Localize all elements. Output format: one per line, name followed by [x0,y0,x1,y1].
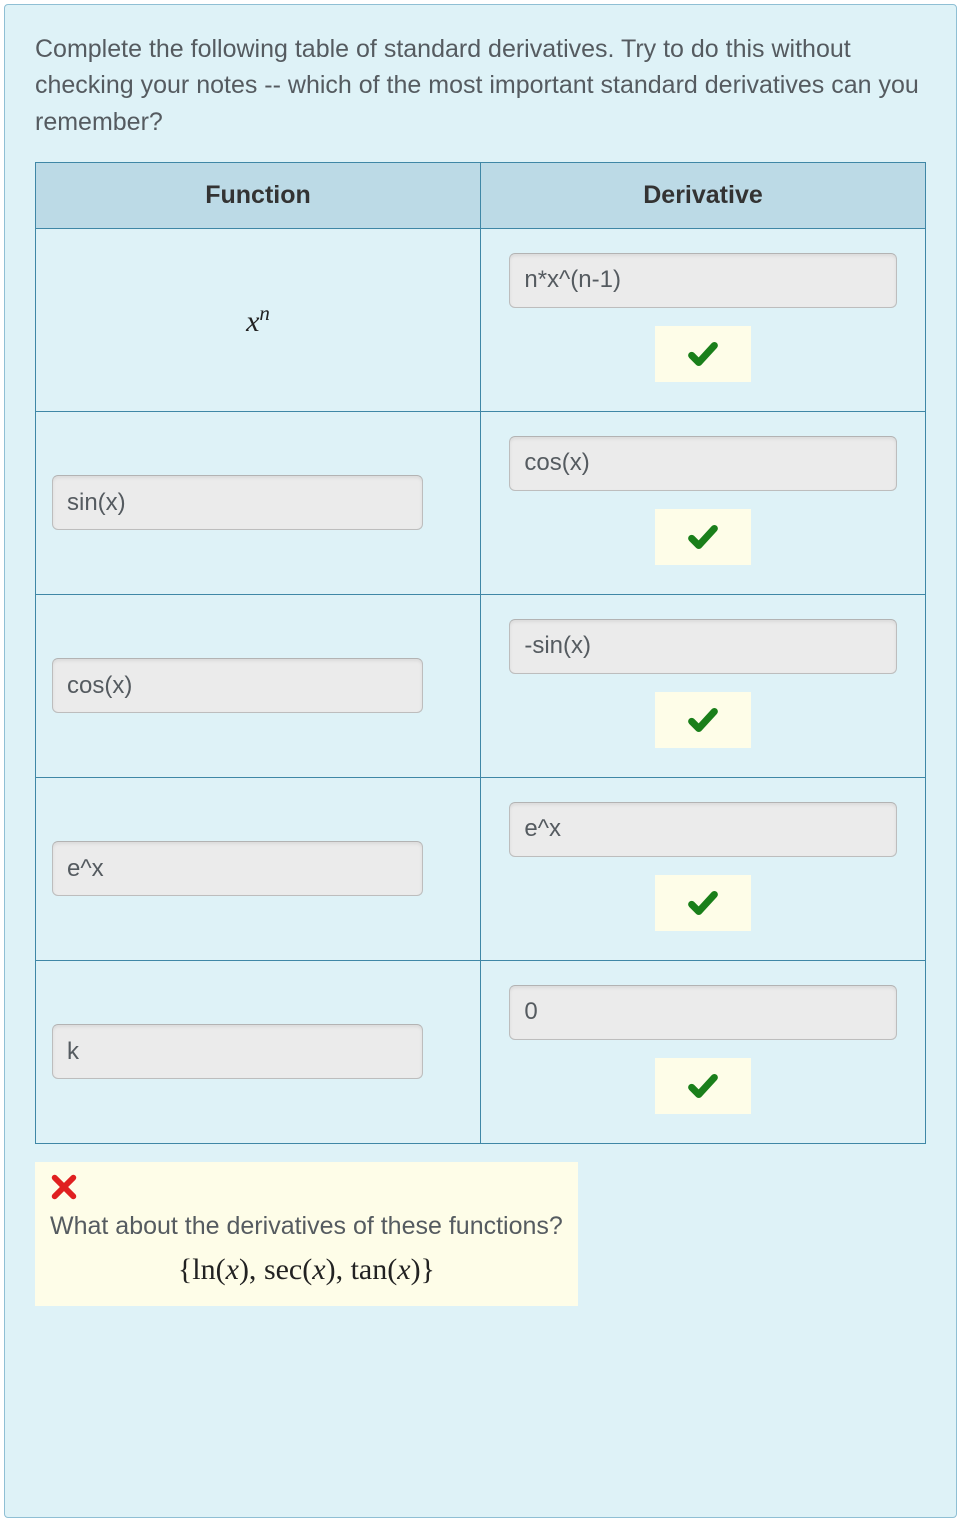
check-icon [684,337,722,371]
table-row [36,777,926,960]
function-cell [36,411,481,594]
table-row [36,960,926,1143]
function-cell [36,594,481,777]
function-input[interactable] [52,475,423,530]
derivative-cell [481,960,926,1143]
table-row [36,594,926,777]
derivative-input[interactable] [509,253,896,308]
derivative-input[interactable] [509,985,896,1040]
question-panel: Complete the following table of standard… [4,4,957,1518]
derivative-input[interactable] [509,436,896,491]
derivative-input[interactable] [509,619,896,674]
feedback-text: What about the derivatives of these func… [50,1212,563,1241]
function-cell [36,777,481,960]
function-cell: xn [36,228,481,411]
table-body: xn [36,228,926,1143]
status-badge [655,509,751,565]
table-header-function: Function [36,162,481,228]
feedback-box: What about the derivatives of these func… [35,1162,578,1306]
status-badge [655,326,751,382]
function-input[interactable] [52,1024,423,1079]
function-cell [36,960,481,1143]
derivatives-table: Function Derivative xn [35,162,926,1144]
derivative-cell [481,411,926,594]
cross-icon [50,1173,563,1206]
check-icon [684,1069,722,1103]
check-icon [684,703,722,737]
table-row [36,411,926,594]
check-icon [684,520,722,554]
check-icon [684,886,722,920]
status-badge [655,1058,751,1114]
question-prompt: Complete the following table of standard… [35,31,926,140]
table-row: xn [36,228,926,411]
status-badge [655,875,751,931]
derivative-cell [481,228,926,411]
table-header-derivative: Derivative [481,162,926,228]
derivative-cell [481,594,926,777]
derivative-cell [481,777,926,960]
status-badge [655,692,751,748]
derivative-input[interactable] [509,802,896,857]
function-input[interactable] [52,841,423,896]
function-input[interactable] [52,658,423,713]
function-math: xn [246,301,270,339]
feedback-math: {ln(x), sec(x), tan(x)} [50,1253,563,1287]
